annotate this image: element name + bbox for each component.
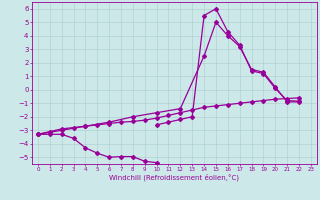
X-axis label: Windchill (Refroidissement éolien,°C): Windchill (Refroidissement éolien,°C): [109, 174, 239, 181]
